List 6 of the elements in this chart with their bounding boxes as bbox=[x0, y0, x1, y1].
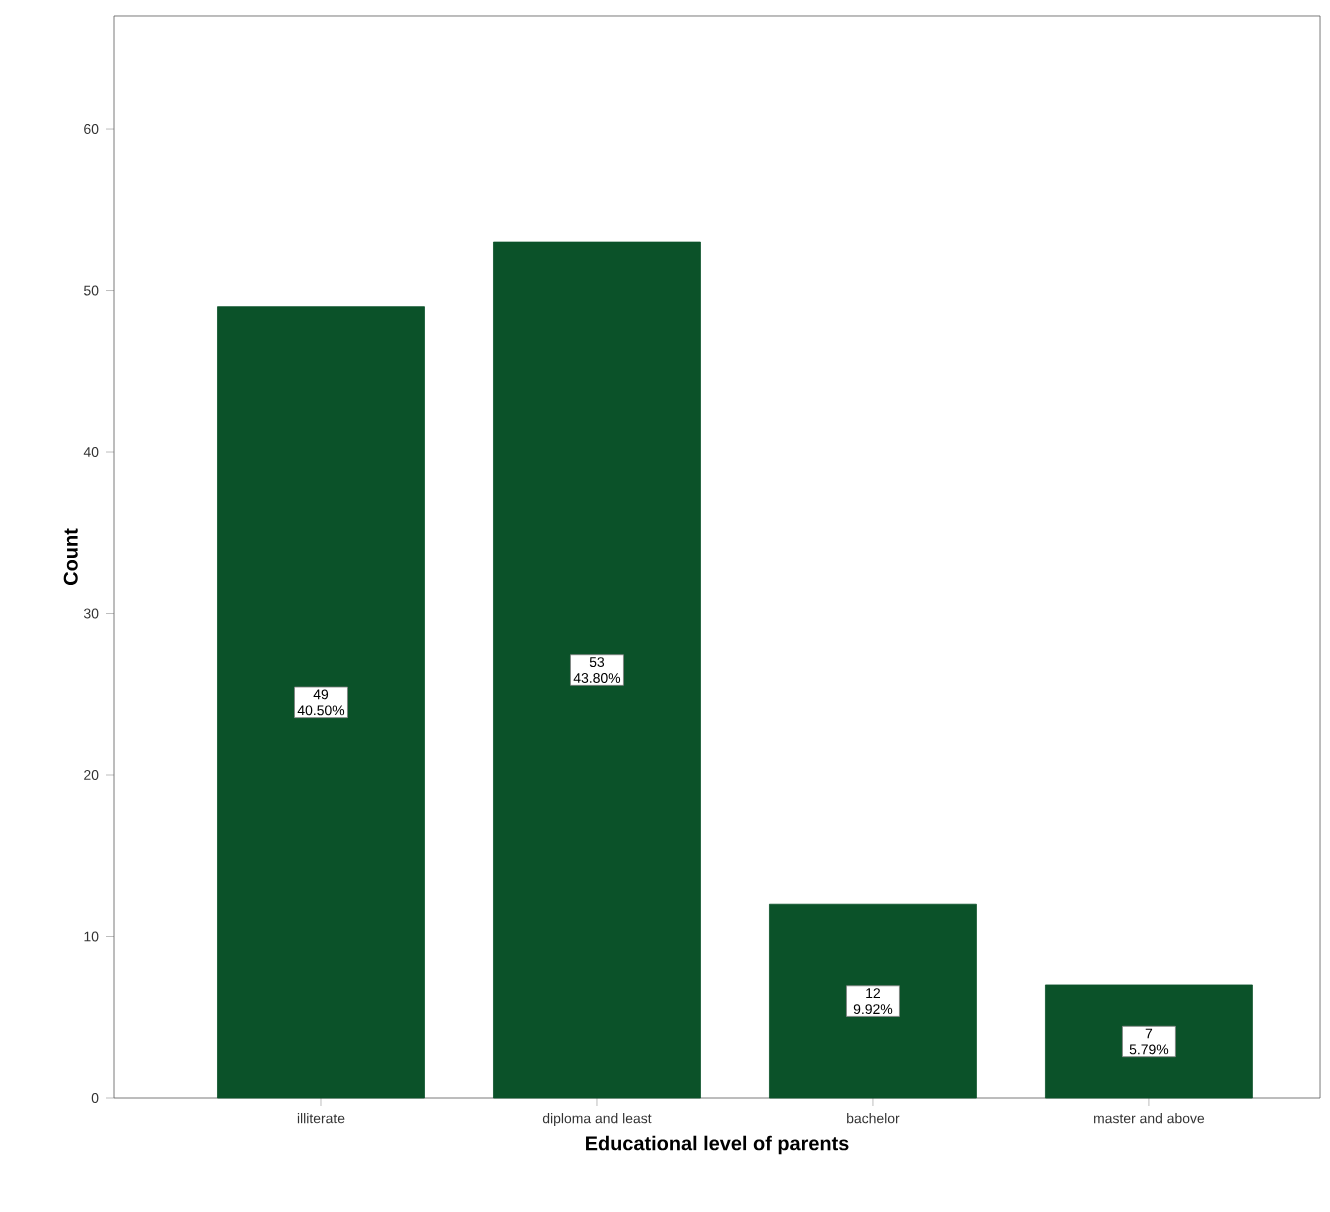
bar bbox=[493, 241, 701, 1099]
y-axis-title: Count bbox=[63, 528, 78, 585]
bar bbox=[1045, 984, 1253, 1099]
bar bbox=[217, 306, 425, 1099]
x-axis-title: Educational level of parents bbox=[586, 1135, 849, 1155]
bar bbox=[769, 903, 977, 1099]
